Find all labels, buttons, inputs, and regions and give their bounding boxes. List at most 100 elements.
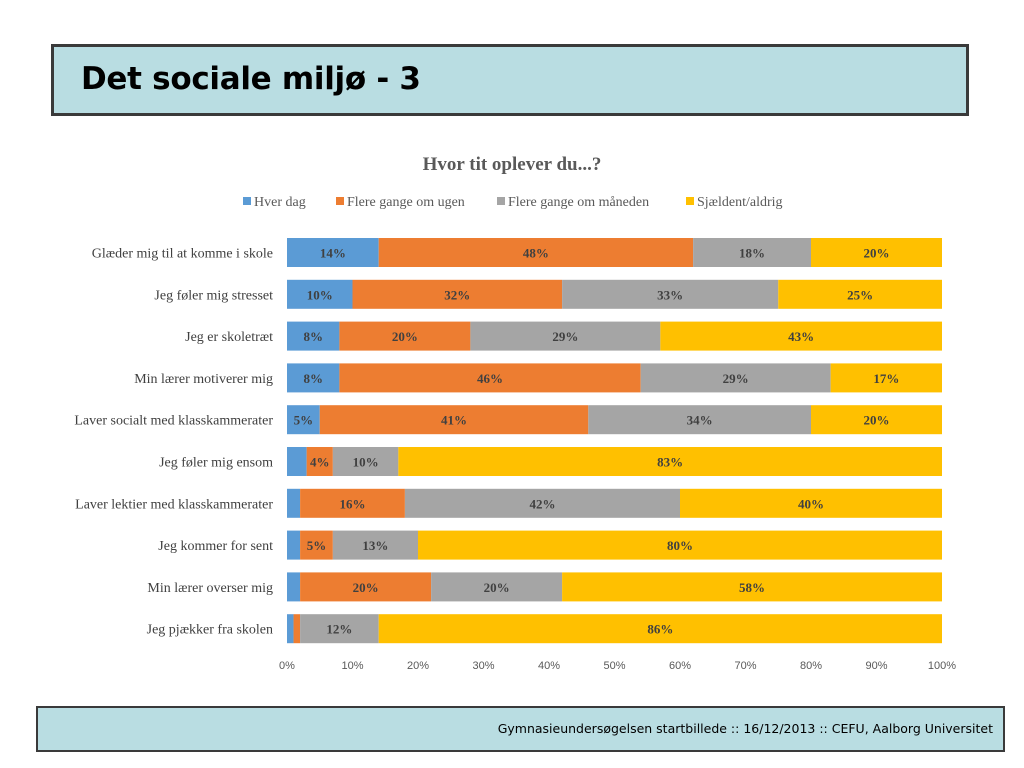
category-label: Laver socialt med klasskammerater <box>74 414 273 429</box>
data-label: 12% <box>326 622 352 637</box>
data-label: 32% <box>444 287 470 302</box>
data-label: 40% <box>798 496 824 511</box>
bar-segment <box>287 488 301 518</box>
data-label: 10% <box>353 455 379 470</box>
category-label: Jeg pjækker fra skolen <box>147 623 273 638</box>
bar-segment <box>339 321 471 351</box>
x-tick-label: 10% <box>341 660 363 672</box>
data-label: 86% <box>647 622 673 637</box>
bar-segment <box>418 530 942 560</box>
data-label: 58% <box>739 580 765 595</box>
bar-segment <box>339 363 641 393</box>
data-label: 25% <box>847 287 873 302</box>
legend-swatch <box>497 197 505 205</box>
bar-segment <box>352 279 563 309</box>
bar-segment <box>811 405 942 435</box>
bar-segment <box>562 572 942 602</box>
data-label: 29% <box>552 329 578 344</box>
bar-segment <box>830 363 942 393</box>
bar-segment <box>778 279 942 309</box>
bar-segment <box>332 447 399 476</box>
bar-segment <box>300 614 379 644</box>
slide-title: Det sociale miljø - 3 <box>81 61 421 97</box>
x-tick-label: 100% <box>928 660 956 672</box>
data-label: 83% <box>657 455 683 470</box>
bar-segment <box>287 530 301 560</box>
bar-segment <box>287 279 353 309</box>
legend-swatch <box>336 197 344 205</box>
data-label: 29% <box>723 371 749 386</box>
x-tick-label: 50% <box>603 660 625 672</box>
data-label: 18% <box>739 246 765 261</box>
category-label: Jeg kommer for sent <box>158 539 273 554</box>
x-tick-label: 40% <box>538 660 560 672</box>
category-label: Glæder mig til at komme i skole <box>92 247 273 262</box>
data-label: 20% <box>353 580 379 595</box>
data-label: 20% <box>392 329 418 344</box>
bar-segment <box>306 447 333 476</box>
data-label: 16% <box>340 496 366 511</box>
slide-footer-box: Gymnasieundersøgelsen startbillede :: 16… <box>36 706 1005 752</box>
x-tick-label: 70% <box>734 660 756 672</box>
x-tick-label: 0% <box>279 660 295 672</box>
chart-title: Hvor tit oplever du...? <box>423 154 602 175</box>
category-label: Jeg føler mig stresset <box>154 288 273 303</box>
bar-segment <box>332 530 418 560</box>
bar-segment <box>287 572 301 602</box>
bar-segment <box>300 530 333 560</box>
bar-segment <box>287 363 340 393</box>
bar-segment <box>680 488 942 518</box>
bar-segment <box>431 572 563 602</box>
data-label: 34% <box>687 413 713 428</box>
data-label: 8% <box>303 329 323 344</box>
category-label: Jeg er skoletræt <box>185 330 273 345</box>
bar-segment <box>693 238 811 267</box>
bar-segment <box>287 447 307 476</box>
bar-segment <box>398 447 943 476</box>
data-label: 13% <box>362 538 388 553</box>
data-label: 10% <box>307 287 333 302</box>
legend-swatch <box>686 197 694 205</box>
bar-segment <box>287 405 320 435</box>
legend-label: Sjældent/aldrig <box>697 195 783 210</box>
category-label: Jeg føler mig ensom <box>159 456 273 471</box>
category-label: Min lærer overser mig <box>147 581 273 596</box>
bar-segment <box>287 238 379 267</box>
slide-footer: Gymnasieundersøgelsen startbillede :: 16… <box>497 721 993 736</box>
bar-segment <box>378 614 942 644</box>
data-label: 42% <box>529 496 555 511</box>
bar-segment <box>562 279 779 309</box>
data-label: 20% <box>484 580 510 595</box>
legend-label: Flere gange om ugen <box>347 195 465 210</box>
bar-segment <box>300 488 405 518</box>
category-label: Laver lektier med klasskammerater <box>75 497 273 512</box>
data-label: 14% <box>320 246 346 261</box>
data-label: 80% <box>667 538 693 553</box>
data-label: 5% <box>307 538 327 553</box>
bar-segment <box>660 321 942 351</box>
x-tick-label: 80% <box>800 660 822 672</box>
x-tick-label: 60% <box>669 660 691 672</box>
data-label: 4% <box>310 455 330 470</box>
data-label: 5% <box>294 413 314 428</box>
data-label: 33% <box>657 287 683 302</box>
category-label: Min lærer motiverer mig <box>134 372 273 387</box>
x-tick-label: 20% <box>407 660 429 672</box>
bar-segment <box>588 405 811 435</box>
data-label: 41% <box>441 413 467 428</box>
slide-title-box: Det sociale miljø - 3 <box>51 44 969 116</box>
data-label: 20% <box>864 413 890 428</box>
legend-label: Hver dag <box>254 195 306 210</box>
bar-segment <box>378 238 694 267</box>
legend-label: Flere gange om måneden <box>508 195 649 210</box>
data-label: 46% <box>477 371 503 386</box>
data-label: 20% <box>864 246 890 261</box>
bar-segment <box>300 572 432 602</box>
bar-segment <box>811 238 942 267</box>
bar-segment <box>319 405 589 435</box>
x-tick-label: 90% <box>865 660 887 672</box>
data-label: 8% <box>303 371 323 386</box>
legend-swatch <box>243 197 251 205</box>
data-label: 48% <box>523 246 549 261</box>
bar-segment <box>404 488 680 518</box>
